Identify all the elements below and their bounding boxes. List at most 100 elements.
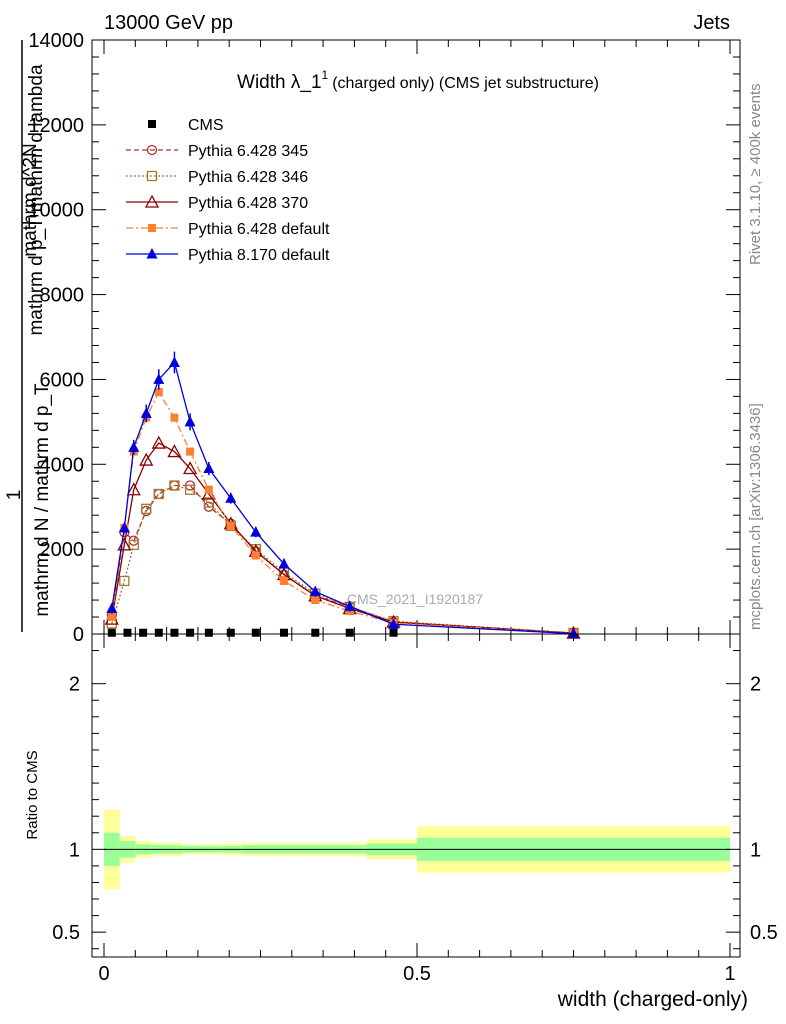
data-point	[118, 521, 130, 533]
data-point	[226, 521, 235, 530]
side-rivet-label: Rivet 3.1.10, ≥ 400k events	[747, 83, 764, 265]
legend-label: Pythia 6.428 346	[188, 169, 308, 186]
x-tick-label: 0.5	[403, 963, 431, 985]
ratio-y-tick-label-right: 0.5	[750, 922, 778, 944]
ylabel-frac-numerator-2: mathrm d p_T mathrm d lambda	[26, 64, 47, 335]
data-point	[170, 413, 179, 422]
data-point	[151, 435, 166, 449]
series-group	[104, 435, 581, 639]
y-tick-label: 4000	[40, 454, 85, 476]
data-point	[311, 596, 320, 605]
data-point	[344, 600, 356, 611]
data-point	[309, 585, 321, 597]
data-point	[128, 539, 139, 551]
data-point	[203, 462, 215, 474]
ratio-y-tick-label: 1	[69, 839, 80, 861]
data-point	[279, 628, 288, 637]
legend-label: Pythia 6.428 345	[188, 143, 308, 160]
ratio-y-tick-label-right: 2	[750, 674, 761, 696]
data-point	[184, 415, 196, 427]
plot-title: Width λ_11 (charged only) (CMS jet substr…	[237, 68, 599, 93]
data-point	[140, 407, 152, 418]
data-point	[167, 444, 182, 458]
main-panel: 0 2000 4000 6000 8000 10000 12000 14000 CMS_202…	[28, 30, 741, 646]
side-mcplots-label: mcplots.cern.ch [arXiv:1306.3436]	[747, 403, 764, 630]
main-data-layer	[104, 351, 581, 639]
y-tick-label: 0	[73, 624, 84, 646]
data-point	[107, 613, 116, 622]
data-point	[568, 627, 579, 639]
data-point	[278, 557, 290, 569]
data-point	[186, 447, 195, 456]
series-group	[107, 388, 578, 638]
data-point	[123, 628, 132, 637]
ylabel-one: 1	[4, 490, 25, 501]
data-point	[126, 482, 141, 496]
series-group	[106, 480, 579, 639]
y-tick-label: 8000	[40, 285, 85, 307]
data-point	[226, 628, 235, 637]
plot-title-superscript: 1	[322, 68, 329, 82]
data-point	[251, 628, 260, 637]
main-y-axis-label: 1 mathrm d^2N mathrm d p_T mathrm d lamb…	[4, 40, 53, 632]
plot-title-rest: (charged only) (CMS jet substructure)	[332, 75, 599, 92]
legend-marker	[148, 120, 156, 128]
data-point	[139, 628, 148, 637]
data-point	[204, 485, 213, 494]
data-point	[168, 356, 180, 367]
x-tick-label: 0	[98, 963, 109, 985]
legend-marker	[146, 170, 158, 182]
x-tick-label: 1	[724, 963, 735, 985]
data-point	[154, 388, 163, 397]
data-point	[139, 452, 154, 466]
data-point	[169, 480, 180, 491]
legend-marker	[146, 144, 158, 156]
plot-title-main: Width λ_1	[237, 72, 321, 93]
y-tick-label: 14000	[28, 30, 84, 52]
data-point	[311, 628, 320, 637]
data-point	[153, 488, 164, 500]
legend-marker	[146, 248, 158, 259]
data-point	[279, 576, 288, 585]
data-point	[107, 628, 116, 637]
ratio-plot-frame	[91, 633, 741, 958]
main-axis-ticks: 0 2000 4000 6000 8000 10000 12000 14000	[28, 30, 740, 646]
series-group	[106, 351, 579, 639]
data-point	[225, 492, 237, 503]
series-line	[111, 484, 574, 634]
series-line	[111, 442, 574, 634]
y-tick-label: 12000	[28, 115, 84, 137]
legend-label: Pythia 8.170 default	[188, 247, 330, 264]
data-point	[106, 602, 118, 614]
legend: CMS Pythia 6.428 345 Pythia 6.428 346 Pythi…	[126, 117, 330, 264]
series-line	[111, 484, 574, 634]
data-point	[250, 526, 262, 537]
data-point	[170, 628, 179, 637]
legend-marker	[148, 224, 156, 232]
data-point	[203, 497, 215, 508]
data-point	[186, 628, 195, 637]
y-tick-label: 2000	[40, 539, 85, 561]
y-tick-label: 10000	[28, 200, 84, 222]
header-jets-label: Jets	[693, 12, 730, 34]
series-group	[106, 480, 579, 639]
data-point	[153, 488, 164, 500]
ratio-panel: 0.5 0.5 1 1 2 2 0 0.5 1 Ratio to CMS width (char…	[24, 633, 778, 1011]
y-tick-label: 6000	[40, 369, 85, 391]
data-point	[119, 575, 130, 587]
data-point	[182, 461, 198, 475]
data-point	[388, 618, 400, 629]
data-point	[184, 484, 196, 495]
series-group	[107, 628, 398, 637]
ratio-y-tick-label: 2	[69, 674, 80, 696]
data-point	[154, 628, 163, 637]
ratio-axis-ticks: 0.5 0.5 1 1 2 2 0 0.5 1	[52, 634, 778, 985]
data-point	[251, 551, 260, 560]
series-line	[111, 390, 574, 635]
data-point	[141, 503, 152, 514]
legend-label: Pythia 6.428 370	[188, 195, 308, 212]
x-axis-label: width (charged-only)	[557, 988, 748, 1011]
legend-marker	[144, 194, 160, 208]
ylabel-frac-numerator-1: mathrm d^2N	[20, 143, 41, 256]
series-line	[111, 361, 574, 635]
